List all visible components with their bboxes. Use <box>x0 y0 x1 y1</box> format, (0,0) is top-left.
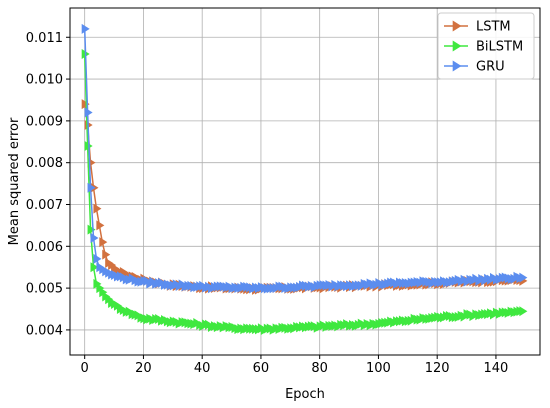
legend-marker <box>452 20 462 32</box>
x-tick-label: 140 <box>484 361 509 376</box>
plot-series <box>81 23 528 335</box>
data-point-marker <box>519 272 528 283</box>
y-tick-label: 0.006 <box>26 240 63 255</box>
data-point-marker <box>93 203 102 214</box>
x-tick-label: 60 <box>253 361 270 376</box>
data-point-marker <box>87 182 96 193</box>
data-point-marker <box>519 306 528 317</box>
data-point-marker <box>90 232 99 243</box>
y-tick-label: 0.005 <box>26 282 63 297</box>
data-point-marker <box>87 224 96 235</box>
data-point-marker <box>96 220 105 231</box>
legend: LSTM BiLSTM GRU <box>437 12 535 80</box>
y-tick-label: 0.004 <box>26 323 63 338</box>
legend-marker <box>452 60 462 72</box>
y-tick-label: 0.011 <box>26 31 63 46</box>
data-point-marker <box>81 23 90 34</box>
legend-label: LSTM <box>476 20 511 35</box>
legend-label: BiLSTM <box>476 40 523 55</box>
data-point-marker <box>90 262 99 273</box>
y-tick-label: 0.007 <box>26 198 63 213</box>
y-axis-label: Mean squared error <box>7 117 22 245</box>
data-point-marker <box>99 237 108 248</box>
x-tick-label: 120 <box>425 361 450 376</box>
y-tick-label: 0.008 <box>26 156 63 171</box>
x-tick-label: 40 <box>194 361 211 376</box>
x-tick-label: 100 <box>366 361 391 376</box>
plot-frame <box>69 7 541 356</box>
data-point-marker <box>102 249 111 260</box>
y-axis-ticks: 0.004 0.005 0.006 0.007 0.008 0.009 0.010 0.011 <box>26 31 70 338</box>
x-tick-label: 20 <box>135 361 152 376</box>
legend-label: GRU <box>476 60 505 75</box>
y-tick-label: 0.009 <box>26 114 63 129</box>
legend-box <box>437 12 535 80</box>
x-axis-label: Epoch <box>285 387 325 402</box>
y-tick-label: 0.010 <box>26 73 63 88</box>
legend-marker <box>452 40 462 52</box>
series-gru <box>81 23 528 294</box>
x-tick-label: 0 <box>81 361 89 376</box>
data-point-marker <box>84 107 93 118</box>
data-point-marker <box>93 253 102 264</box>
series-bilstm <box>81 48 528 335</box>
x-axis-ticks: 0 20 40 60 80 100 120 140 <box>81 355 509 376</box>
x-tick-label: 80 <box>311 361 328 376</box>
